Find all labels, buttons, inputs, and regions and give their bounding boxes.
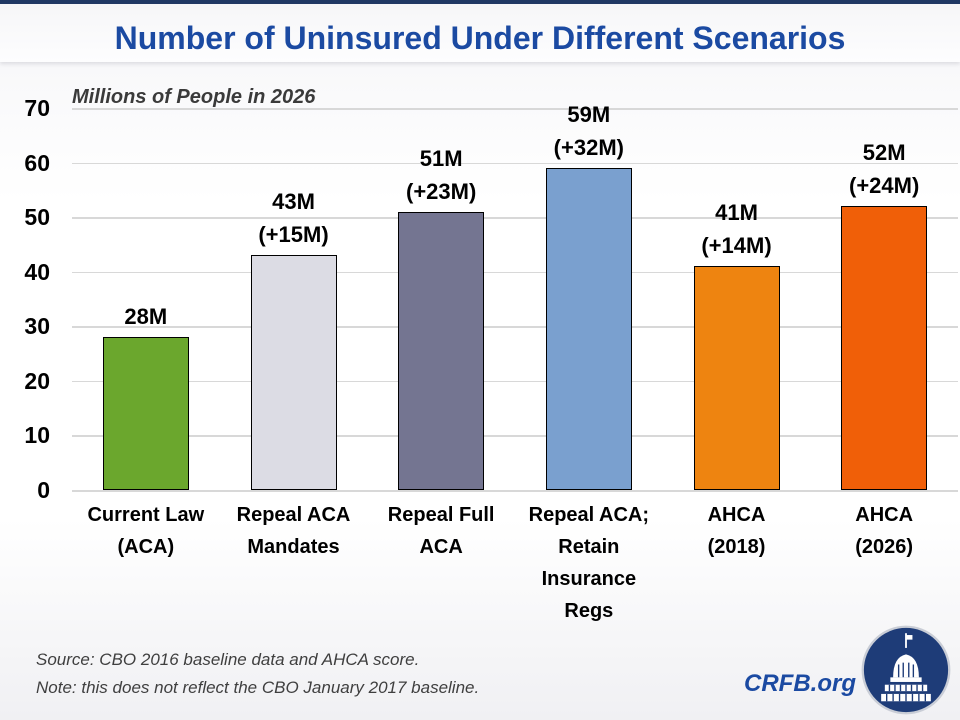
category-label-5: AHCA (2026) [855,504,914,558]
y-axis-tick-label-60: 60 [24,149,50,176]
bar-5 [841,206,928,490]
bar-1 [250,255,337,490]
capitol-building-icon [860,624,952,716]
chart-subtitle: Millions of People in 2026 [72,86,316,108]
gridline-60 [72,162,958,165]
bar-value-label-3: 59M (+32M) [553,102,624,161]
crfb-brand-text: CRFB.org [744,670,856,697]
gridline-20 [72,380,958,383]
header-band [0,4,960,62]
y-axis-tick-label-40: 40 [24,258,50,285]
gridline-0 [72,490,958,492]
bar-3 [545,168,632,490]
top-accent-bar [0,0,960,4]
category-label-3: Repeal ACA; Retain Insurance Regs [528,504,650,622]
bar-value-label-4: 41M (+14M) [701,200,772,259]
bar-2 [398,211,485,490]
bar-value-label-1: 43M (+15M) [258,189,329,248]
note-line: Note: this does not reflect the CBO Janu… [36,678,480,697]
category-label-2: Repeal Full ACA [387,504,495,558]
category-label-0: Current Law (ACA) [87,504,205,558]
bar-value-label-0: 28M [124,304,168,330]
y-axis-tick-label-20: 20 [24,367,50,394]
bar-4 [693,266,780,490]
gridline-40 [72,271,958,274]
gridline-70 [72,108,958,110]
gridline-10 [72,435,958,437]
category-label-4: AHCA (2018) [707,504,766,558]
bar-value-label-2: 51M (+23M) [406,145,477,204]
bar-value-label-5: 52M (+24M) [849,140,920,199]
bar-0 [102,337,189,490]
y-axis-tick-label-10: 10 [24,422,50,449]
gridline-30 [72,326,958,328]
category-label-1: Repeal ACA Mandates [236,504,351,558]
y-axis-tick-label-50: 50 [24,204,50,231]
y-axis-tick-label-30: 30 [24,313,50,340]
chart-title: Number of Uninsured Under Different Scen… [114,20,846,56]
source-line: Source: CBO 2016 baseline data and AHCA … [36,650,420,669]
y-axis-tick-label-70: 70 [24,95,50,121]
gridline-50 [72,217,958,219]
y-axis-tick-label-0: 0 [37,477,50,503]
source-note: Source: CBO 2016 baseline data and AHCA … [36,646,479,702]
